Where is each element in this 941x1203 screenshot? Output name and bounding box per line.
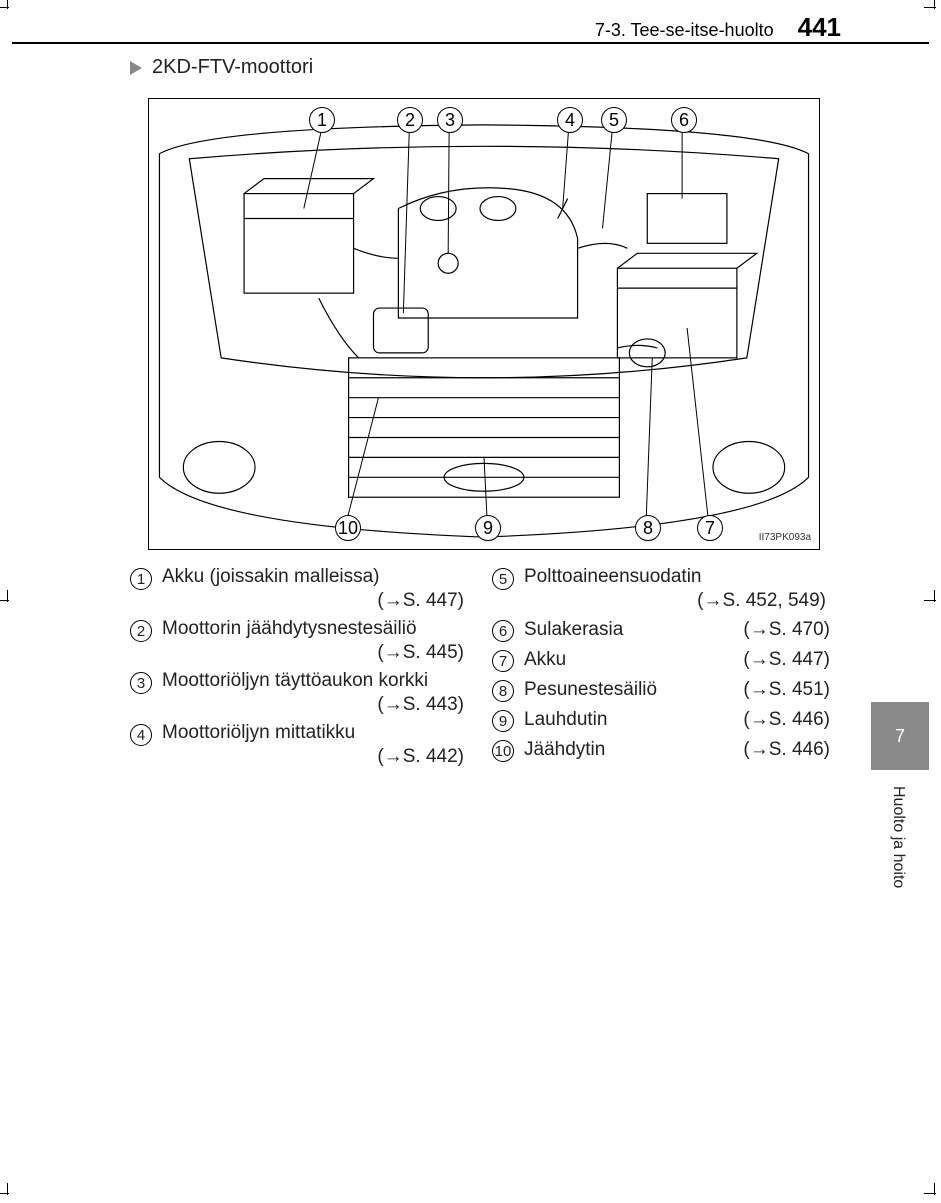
header-rule: [12, 42, 929, 44]
engine-illustration: [149, 99, 819, 549]
subheading-row: 2KD-FTV-moottori: [130, 56, 313, 79]
chapter-tab: 7: [871, 702, 929, 770]
legend-item-8: 8 Pesunestesäiliö (→S. 451): [492, 678, 830, 702]
header-page-number: 441: [798, 12, 841, 43]
callout-5: 5: [601, 107, 627, 133]
legend: 1Akku (joissakin malleissa)(→S. 447)2Moo…: [130, 566, 830, 774]
legend-item-6: 6 Sulakerasia (→S. 470): [492, 618, 830, 642]
chapter-tab-number: 7: [895, 726, 905, 747]
legend-ref: (→S. 443): [130, 694, 468, 716]
legend-ref: (→S. 445): [130, 642, 468, 664]
legend-ref: (→S. 451): [743, 679, 830, 701]
legend-item-2: 2 Moottorin jäähdytysnestesäiliö(→S. 445): [130, 618, 468, 664]
legend-ref: (→S. 446): [743, 739, 830, 761]
legend-number: 7: [492, 650, 514, 672]
legend-number: 4: [130, 724, 152, 746]
legend-ref: (→S. 470): [743, 619, 830, 641]
callout-6: 6: [671, 107, 697, 133]
legend-label: Moottoriöljyn täyttöaukon korkki: [162, 670, 468, 692]
callout-1: 1: [309, 107, 335, 133]
callout-4: 4: [557, 107, 583, 133]
legend-item-3: 3 Moottoriöljyn täyttöaukon korkki(→S. 44…: [130, 670, 468, 716]
header-section: 7-3. Tee-se-itse-huolto: [595, 20, 774, 41]
legend-label: Akku (joissakin malleissa): [162, 566, 468, 588]
legend-number: 9: [492, 710, 514, 732]
callout-9: 9: [475, 515, 501, 541]
legend-left-column: 1 Akku (joissakin malleissa)(→S. 447) 2 Moo…: [130, 566, 468, 774]
legend-ref: (→S. 452, 549): [492, 590, 830, 612]
legend-label: Moottoriöljyn mittatikku: [162, 722, 468, 744]
legend-item-4: 4 Moottoriöljyn mittatikku(→S. 442): [130, 722, 468, 768]
legend-number: 10: [492, 740, 514, 762]
callout-2: 2: [397, 107, 423, 133]
legend-item-7: 7 Akku (→S. 447): [492, 648, 830, 672]
triangle-icon: [130, 61, 142, 75]
legend-number: 2: [130, 620, 152, 642]
legend-number: 5: [492, 568, 514, 590]
chapter-side-label: Huolto ja hoito: [889, 786, 907, 888]
legend-label: Polttoaineensuodatin: [524, 566, 830, 588]
legend-ref: (→S. 447): [743, 649, 830, 671]
callout-7: 7: [697, 515, 723, 541]
page-header: 7-3. Tee-se-itse-huolto 441: [595, 12, 841, 43]
subheading: 2KD-FTV-moottori: [152, 56, 313, 79]
legend-number: 3: [130, 672, 152, 694]
legend-number: 6: [492, 620, 514, 642]
legend-item-1: 1 Akku (joissakin malleissa)(→S. 447): [130, 566, 468, 612]
callout-8: 8: [635, 515, 661, 541]
callout-3: 3: [437, 107, 463, 133]
legend-ref: (→S. 447): [130, 590, 468, 612]
legend-label: Moottorin jäähdytysnestesäiliö: [162, 618, 468, 640]
legend-item-10: 10 Jäähdytin (→S. 446): [492, 738, 830, 762]
legend-item-9: 9 Lauhdutin (→S. 446): [492, 708, 830, 732]
legend-ref: (→S. 442): [130, 746, 468, 768]
legend-number: 1: [130, 568, 152, 590]
legend-label: Sulakerasia: [524, 619, 733, 641]
engine-diagram: II73PK093a 1 23 45 6 10 9 8 7: [148, 98, 820, 550]
legend-number: 8: [492, 680, 514, 702]
legend-label: Jäähdytin: [524, 739, 733, 761]
legend-right-column: 5 Polttoaineensuodatin(→S. 452, 549) 6 Sula…: [492, 566, 830, 774]
callout-10: 10: [335, 515, 361, 541]
legend-item-5: 5 Polttoaineensuodatin(→S. 452, 549): [492, 566, 830, 612]
legend-ref: (→S. 446): [743, 709, 830, 731]
legend-label: Akku: [524, 649, 733, 671]
legend-label: Lauhdutin: [524, 709, 733, 731]
legend-label: Pesunestesäiliö: [524, 679, 733, 701]
diagram-code: II73PK093a: [759, 532, 811, 543]
